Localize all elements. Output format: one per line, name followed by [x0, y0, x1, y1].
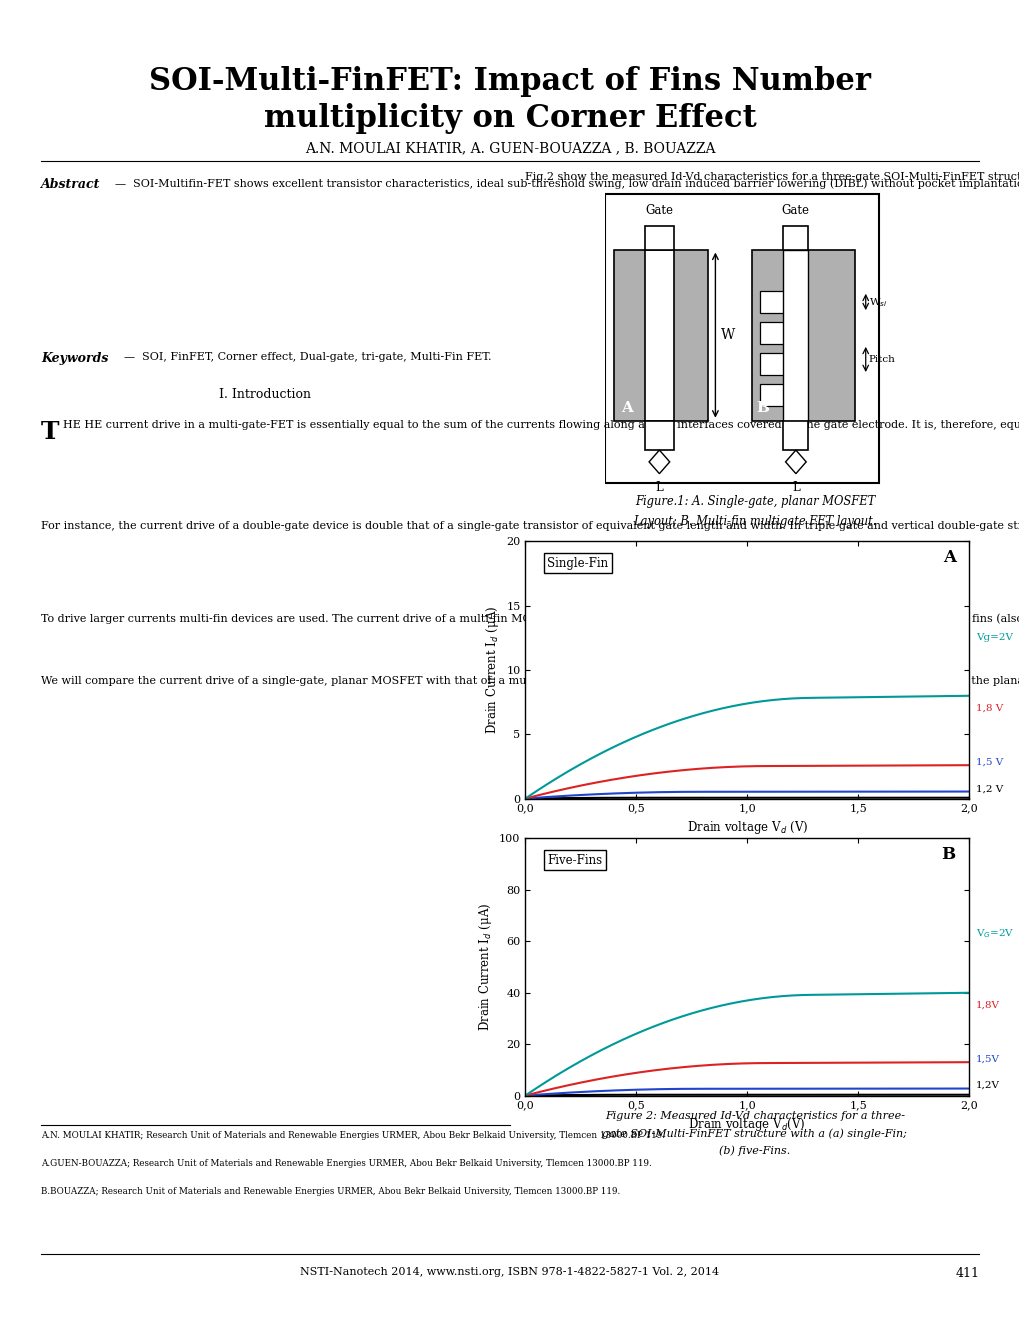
Text: Single-Fin: Single-Fin	[547, 557, 608, 570]
Text: NSTI-Nanotech 2014, www.nsti.org, ISBN 978-1-4822-5827-1 Vol. 2, 2014: NSTI-Nanotech 2014, www.nsti.org, ISBN 9…	[301, 1267, 718, 1278]
Polygon shape	[785, 450, 805, 474]
Text: T: T	[41, 420, 59, 444]
Text: B: B	[941, 846, 955, 863]
Text: (b) five-Fins.: (b) five-Fins.	[718, 1146, 790, 1156]
Text: Gate: Gate	[645, 205, 673, 218]
Text: To drive larger currents multi-fin devices are used. The current drive of a mult: To drive larger currents multi-fin devic…	[41, 614, 1019, 624]
Polygon shape	[648, 450, 669, 474]
Text: B.BOUAZZA; Research Unit of Materials and Renewable Energies URMER, Abou Bekr Be: B.BOUAZZA; Research Unit of Materials an…	[41, 1187, 620, 1196]
Text: L: L	[655, 480, 662, 494]
Text: Keywords: Keywords	[41, 352, 108, 366]
Text: Layout; B. Multi-fin multigate FET layout.: Layout; B. Multi-fin multigate FET layou…	[633, 515, 875, 528]
Bar	[759, 384, 805, 405]
Text: Figure 2: Measured Id-Vd characteristics for a three-: Figure 2: Measured Id-Vd characteristics…	[604, 1111, 904, 1122]
Text: V$_G$=2V: V$_G$=2V	[975, 927, 1013, 940]
Bar	[613, 249, 707, 421]
Text: Pitch: Pitch	[868, 355, 895, 364]
Bar	[783, 421, 807, 450]
Text: Vg=2V: Vg=2V	[975, 634, 1012, 643]
Text: A.GUEN-BOUAZZA; Research Unit of Materials and Renewable Energies URMER, Abou Be: A.GUEN-BOUAZZA; Research Unit of Materia…	[41, 1159, 651, 1168]
Text: We will compare the current drive of a single-gate, planar MOSFET with that of  : We will compare the current drive of a s…	[41, 676, 1019, 688]
Y-axis label: Drain Current I$_d$ (μA): Drain Current I$_d$ (μA)	[476, 903, 493, 1031]
Text: 1,2 V: 1,2 V	[975, 785, 1002, 795]
Text: Abstract: Abstract	[41, 178, 100, 191]
Text: W: W	[720, 329, 735, 342]
Text: 1,8 V: 1,8 V	[975, 704, 1002, 713]
Text: 411: 411	[954, 1267, 978, 1280]
Text: —  SOI-Multifin-FET shows excellent transistor characteristics, ideal sub-thresh: — SOI-Multifin-FET shows excellent trans…	[115, 178, 1019, 189]
Y-axis label: Drain Current I$_d$ (μA): Drain Current I$_d$ (μA)	[483, 606, 500, 734]
Text: —  SOI, FinFET, Corner effect, Dual-gate, tri-gate, Multi-Fin FET.: — SOI, FinFET, Corner effect, Dual-gate,…	[124, 352, 491, 363]
Text: Gate: Gate	[782, 205, 809, 218]
Text: A.N. MOULAI KHATIR, A. GUEN-BOUAZZA , B. BOUAZZA: A.N. MOULAI KHATIR, A. GUEN-BOUAZZA , B.…	[305, 141, 714, 156]
X-axis label: Drain voltage V$_d$(V): Drain voltage V$_d$(V)	[688, 1115, 805, 1133]
Text: 1,2V: 1,2V	[975, 1081, 999, 1090]
Bar	[783, 249, 807, 421]
Text: A: A	[942, 549, 955, 566]
Text: Five-Fins: Five-Fins	[547, 854, 602, 867]
Text: A.N. MOULAI KHATIR; Research Unit of Materials and Renewable Energies URMER, Abo: A.N. MOULAI KHATIR; Research Unit of Mat…	[41, 1131, 664, 1140]
Text: L: L	[791, 480, 799, 494]
Bar	[644, 421, 674, 450]
Text: multiplicity on Corner Effect: multiplicity on Corner Effect	[263, 103, 756, 133]
Bar	[759, 290, 805, 313]
Text: 1,8V: 1,8V	[975, 1001, 999, 1010]
Bar	[751, 249, 855, 421]
Bar	[644, 249, 674, 421]
Text: Figure.1: A. Single-gate, planar MOSFET: Figure.1: A. Single-gate, planar MOSFET	[634, 495, 874, 508]
Text: For instance, the current drive of a double-gate device is double that of a sing: For instance, the current drive of a dou…	[41, 521, 1019, 532]
X-axis label: Drain voltage V$_d$ (V): Drain voltage V$_d$ (V)	[686, 818, 807, 836]
Text: HE HE current drive in a multi-gate-FET is essentially equal to the sum of the c: HE HE current drive in a multi-gate-FET …	[63, 420, 1019, 430]
Text: A: A	[621, 401, 633, 414]
Text: 1,5 V: 1,5 V	[975, 758, 1002, 767]
Text: B: B	[756, 401, 769, 414]
Text: 1,5V: 1,5V	[975, 1055, 999, 1064]
Bar	[783, 226, 807, 249]
Text: W$_{si}$: W$_{si}$	[868, 296, 887, 309]
Bar	[759, 352, 805, 375]
Text: gate SOI-Multi-FinFET structure with a (a) single-Fin;: gate SOI-Multi-FinFET structure with a (…	[602, 1129, 906, 1139]
Bar	[644, 226, 674, 249]
Bar	[759, 322, 805, 345]
Text: SOI-Multi-FinFET: Impact of Fins Number: SOI-Multi-FinFET: Impact of Fins Number	[149, 66, 870, 96]
Text: I. Introduction: I. Introduction	[219, 388, 311, 401]
Text: Fig.2 show the measured Id-Vd characteristics for a three-gate SOI-Multi-FinFET : Fig.2 show the measured Id-Vd characteri…	[525, 172, 1019, 182]
